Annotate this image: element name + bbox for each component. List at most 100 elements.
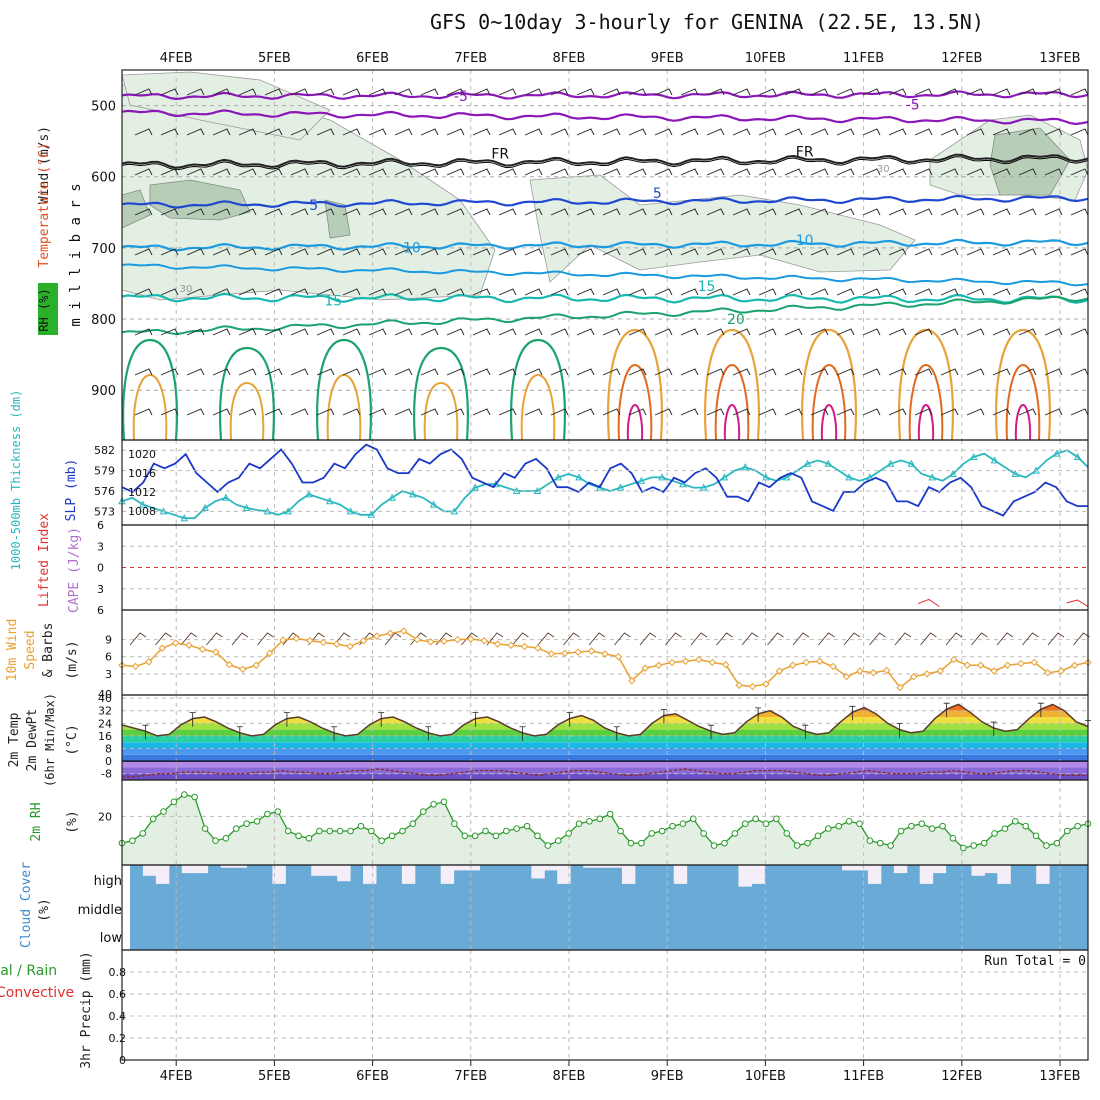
wind-speed-point [520,642,529,651]
wind-speed-point [896,683,904,692]
wind-speed-point [252,661,260,669]
thermal-plume-contour [510,338,566,440]
surface-wind-barb [155,632,172,646]
minmax-marker [142,724,149,740]
wind-barb [758,208,777,216]
wind-barb [680,328,699,336]
thermal-plume-contour [122,338,178,440]
thickness-point [990,456,999,464]
wind-barb [862,128,881,136]
thickness-point [471,483,480,491]
thickness-axis-title: 1000-500mb Thickness (dm) [9,390,23,571]
wind-speed-point [145,658,153,666]
wind-barb [680,408,699,416]
surface-wind-barb [843,632,861,646]
cloud-axis-title: (%) [37,898,52,921]
minmax-marker [708,724,715,740]
thickness-point [429,500,438,508]
pressure-tick-label: 900 [91,384,116,399]
wind-speed-point [708,658,717,667]
minmax-marker [943,702,950,718]
wind-barb [290,128,309,136]
surface-wind-barb [920,632,937,646]
wind-speed-point [171,639,180,647]
wind-barb [238,168,257,176]
wind-barb [966,208,985,216]
wind-barb [810,248,829,256]
temperature-tick-label: 0 [105,755,112,768]
thickness-point [242,503,251,511]
wind-barb [836,248,855,256]
rh-point [461,832,469,840]
wind-barb [862,208,881,216]
wind-barb [732,208,751,216]
temperature-axis-title: Temperature (°C) [37,142,52,267]
rh-point [731,830,739,837]
wind-barb [472,128,491,136]
rh-point [212,837,219,845]
wind-barb [680,368,699,376]
surface-wind-barb [1073,632,1090,646]
thickness-point [845,473,853,481]
wind-speed-point [1003,661,1012,669]
wind-barb [498,368,517,376]
rh-point [181,791,188,798]
surface-wind-barb [741,632,759,646]
cloud-level-label: high [94,874,122,889]
wind-barb [914,88,933,96]
wind-barb [654,248,673,256]
wind-barb [732,368,751,376]
rh-point [440,798,448,806]
wind-barb [446,128,465,136]
rh-point [471,832,479,840]
wind-barb [1044,368,1063,376]
thickness-point [180,514,189,522]
thickness-point [575,473,583,481]
wind-speed-point [279,636,287,644]
rh-point [783,830,791,837]
wind-speed-point [440,637,448,645]
wind-barb [810,128,829,136]
wind-barb [264,288,283,296]
rh-point [388,832,396,840]
rh-point [419,808,427,815]
wind-barb [602,368,621,376]
rh-point [201,825,209,832]
surface-wind-barb [767,632,784,646]
wind-barb [836,208,855,216]
wind-barb [368,288,387,296]
wind-barb [628,288,647,296]
wind-barb [160,248,179,256]
temp-axis-title: (°C) [65,724,80,755]
wind-barb [368,368,387,376]
date-tick-label-top: 11FEB [843,51,884,66]
thickness-point [741,463,750,471]
contour-label: -5 [906,98,920,114]
isotherm-minus5 [122,90,1088,101]
thickness-point [720,473,729,481]
wind-barb [1070,168,1088,176]
surface-wind-barb [614,632,631,646]
rh-point [648,830,656,837]
wind-speed-point [306,637,314,645]
slp-thickness-frame [121,439,1089,526]
wind-barb [914,288,933,296]
temp-axis-title: 2m Temp [7,712,22,767]
wind-barb [394,288,413,296]
wind-speed-point [587,647,596,655]
wind-barb [1044,288,1063,296]
temperature-panel [121,695,1091,780]
thermal-plume-contour [132,373,168,440]
rh-point [274,808,282,815]
wind-barb [940,88,959,96]
rh-point [347,827,354,835]
surface-wind-barb [818,632,835,646]
precip-tick-label: 0.4 [109,1010,127,1023]
wind-barb [550,408,569,416]
wind-barb [342,288,361,296]
rh-point [160,808,167,815]
rh-point [544,842,552,849]
wind-barb [290,408,309,416]
contour-label: FR [796,145,814,161]
